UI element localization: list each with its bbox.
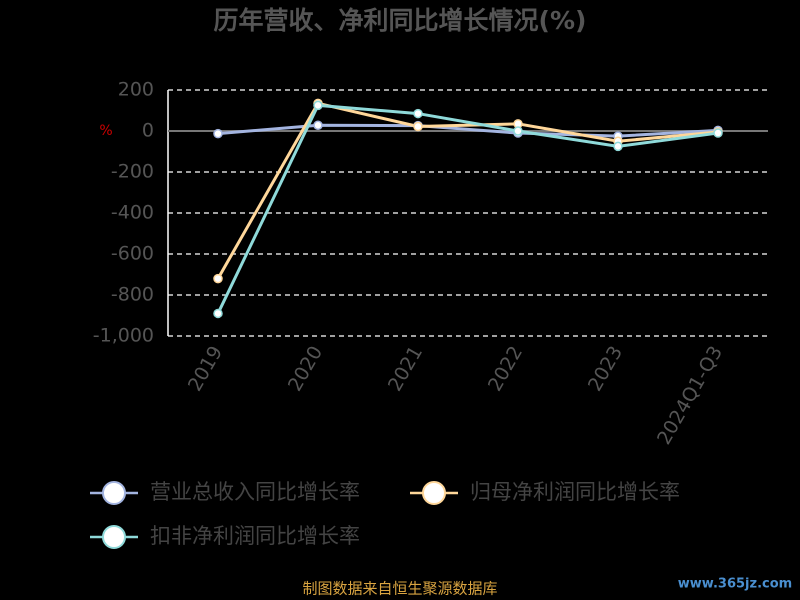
y-tick-label: -200 (111, 161, 154, 183)
data-point (513, 126, 523, 136)
legend-label: 营业总收入同比增长率 (150, 480, 360, 504)
legend-marker (422, 481, 446, 505)
x-tick-label: 2021 (384, 342, 427, 395)
data-point (713, 128, 723, 138)
y-tick-label: -1,000 (93, 325, 154, 347)
data-point (213, 308, 223, 319)
y-tick-label: -800 (111, 284, 154, 306)
data-point (313, 120, 323, 131)
x-tick-label: 2019 (184, 342, 227, 395)
source-note: 制图数据来自恒生聚源数据库 (302, 580, 497, 598)
data-point (213, 128, 223, 139)
data-point (413, 108, 423, 119)
y-axis-label: % (99, 123, 112, 139)
y-tick-label: -400 (111, 202, 154, 224)
y-tick-label: -600 (111, 243, 154, 265)
series-line (216, 103, 719, 315)
x-tick-label: 2022 (484, 342, 527, 395)
chart-title: 历年营收、净利同比增长情况(%) (214, 6, 587, 35)
legend-label: 扣非净利润同比增长率 (150, 524, 360, 548)
legend-label: 归母净利润同比增长率 (470, 480, 680, 504)
x-tick-label: 2023 (584, 342, 627, 395)
y-tick-label: 200 (118, 79, 154, 101)
series-line (217, 123, 719, 138)
data-point (613, 141, 623, 152)
y-tick-label: 0 (142, 120, 154, 142)
watermark: www.365jz.com (678, 577, 792, 592)
legend-marker (102, 481, 126, 505)
data-point (413, 121, 423, 132)
data-point (213, 273, 223, 284)
series-line (216, 101, 719, 280)
x-tick-label: 2024Q1-Q3 (653, 342, 727, 448)
x-tick-label: 2020 (284, 342, 327, 395)
data-point (313, 100, 323, 111)
legend-marker (102, 525, 126, 549)
